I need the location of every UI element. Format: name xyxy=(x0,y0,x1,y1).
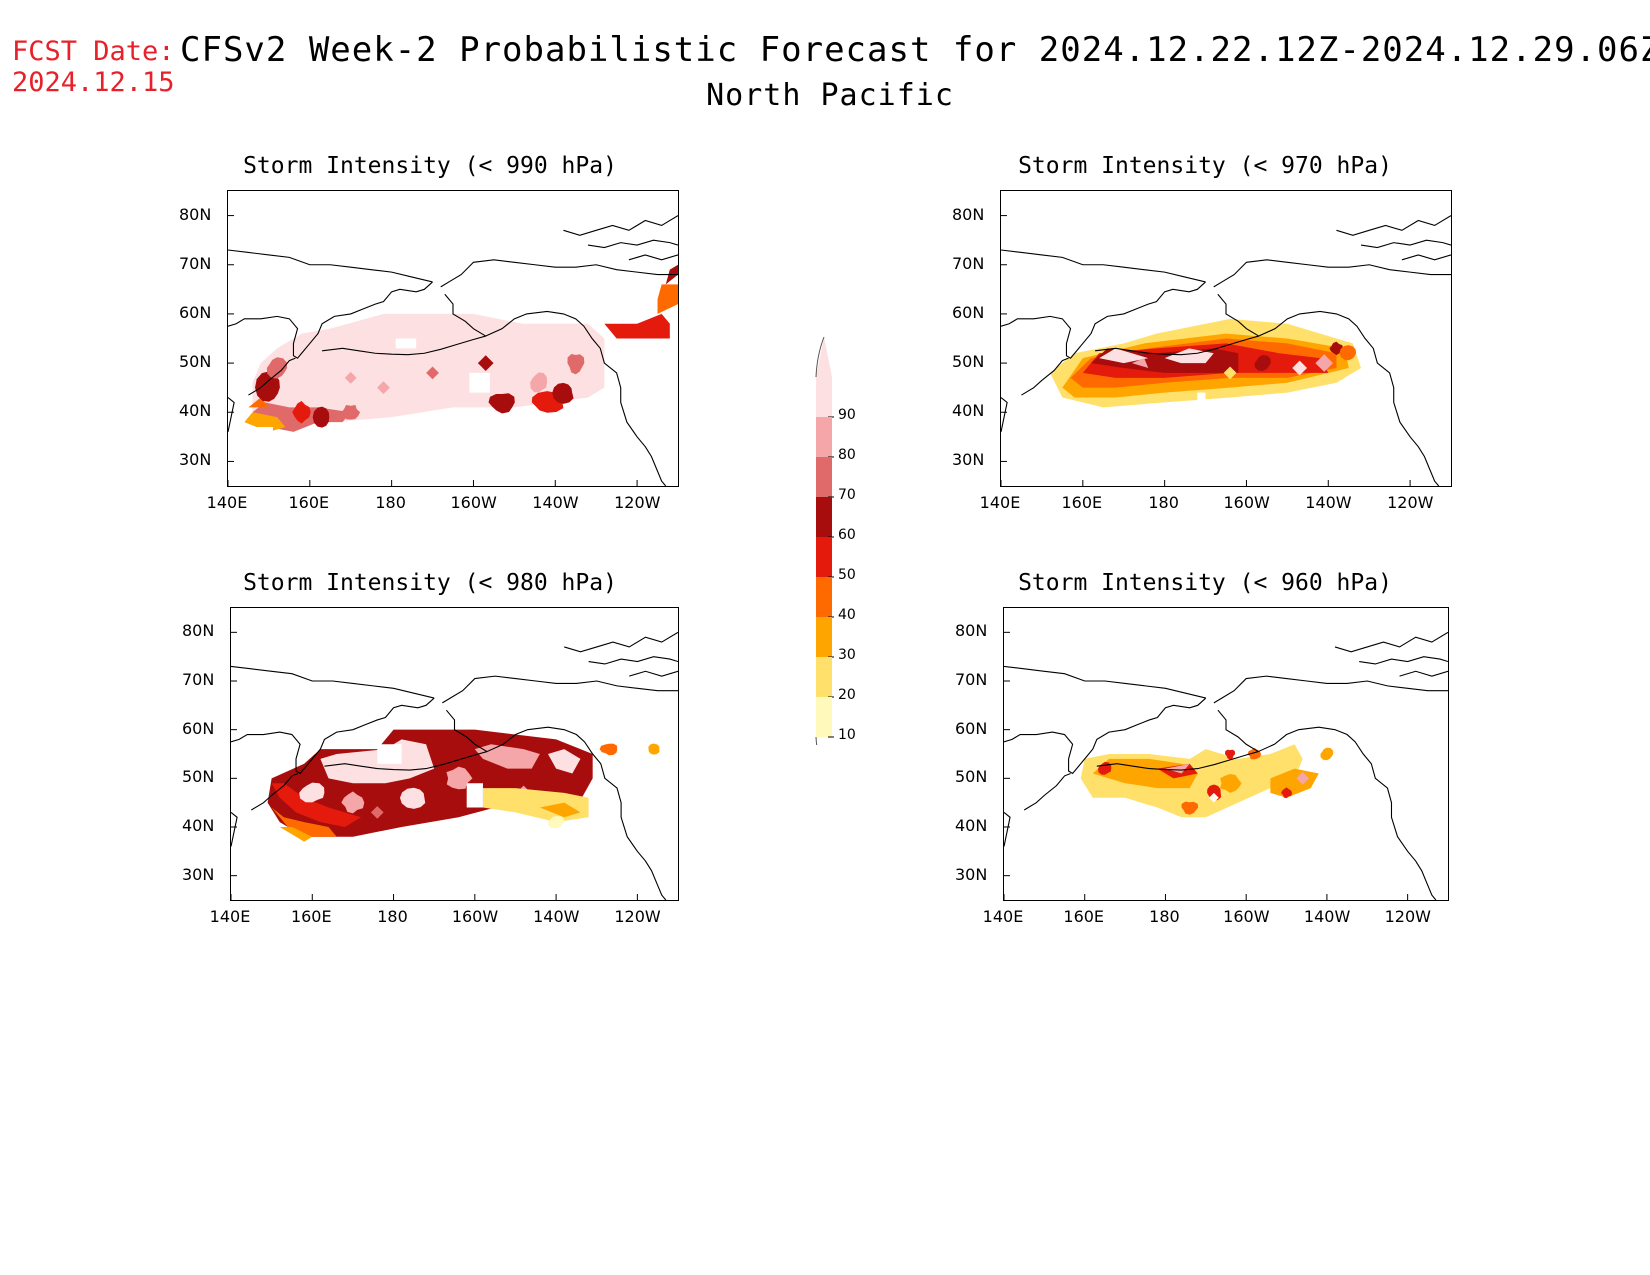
lon-tick-label: 120W xyxy=(614,493,661,512)
map-canvas-p970 xyxy=(1001,215,1451,486)
lon-tick-label: 140E xyxy=(982,907,1024,926)
lon-tick-label: 160W xyxy=(1223,493,1270,512)
lat-tick-label: 30N xyxy=(955,864,988,884)
page-title: CFSv2 Week-2 Probabilistic Forecast for … xyxy=(180,30,1650,70)
legend-swatch xyxy=(816,377,832,417)
legend-swatch xyxy=(816,657,832,697)
legend-label: 60 xyxy=(838,527,856,543)
legend-label: 80 xyxy=(838,447,856,463)
legend-swatch xyxy=(816,537,832,577)
lon-tick-label: 160E xyxy=(290,907,332,926)
legend-label: 10 xyxy=(838,727,856,743)
forecast-date-block: FCST Date: 2024.12.15 xyxy=(12,36,175,98)
lon-tick-label: 180 xyxy=(1148,493,1179,512)
forecast-date-label: FCST Date: xyxy=(12,36,175,67)
legend-swatch xyxy=(816,497,832,537)
lat-tick-label: 50N xyxy=(182,767,215,787)
region-subtitle: North Pacific xyxy=(706,78,954,113)
lon-tick-label: 140E xyxy=(206,493,248,512)
legend-label: 70 xyxy=(838,487,856,503)
lat-tick-label: 40N xyxy=(179,401,212,421)
panel-title-960: Storm Intensity (< 960 hPa) xyxy=(1018,570,1392,596)
lon-tick-label: 120W xyxy=(614,907,661,926)
lon-tick-label: 140W xyxy=(533,907,580,926)
lon-tick-label: 160W xyxy=(1223,907,1270,926)
lon-tick-label: 160E xyxy=(1061,493,1103,512)
lat-tick-label: 50N xyxy=(179,352,212,372)
lon-tick-label: 140W xyxy=(1303,907,1351,926)
legend-colorbar xyxy=(815,336,834,745)
lat-tick-label: 30N xyxy=(179,450,212,470)
lat-tick-label: 60N xyxy=(182,718,215,738)
map-960 xyxy=(1003,607,1449,901)
panel-title-990: Storm Intensity (< 990 hPa) xyxy=(243,153,617,179)
lat-tick-label: 60N xyxy=(179,302,212,322)
lon-tick-label: 140W xyxy=(1305,493,1352,512)
lat-tick-label: 70N xyxy=(179,253,212,273)
legend-label: 90 xyxy=(838,407,856,423)
lat-tick-label: 70N xyxy=(952,253,985,273)
lon-tick-label: 160E xyxy=(288,493,330,512)
panel-title-970: Storm Intensity (< 970 hPa) xyxy=(1018,153,1392,179)
lon-tick-label: 180 xyxy=(375,493,406,512)
legend-top-arrow xyxy=(816,337,832,377)
lon-tick-label: 120W xyxy=(1387,493,1434,512)
lat-tick-label: 50N xyxy=(955,767,988,787)
map-990 xyxy=(227,190,679,487)
panel-title-980: Storm Intensity (< 980 hPa) xyxy=(243,570,617,596)
legend-label: 50 xyxy=(838,567,856,583)
map-canvas-p990 xyxy=(228,215,678,486)
legend-swatch xyxy=(816,577,832,617)
lat-tick-label: 70N xyxy=(955,670,988,689)
lon-tick-label: 180 xyxy=(1149,907,1180,926)
legend-label: 40 xyxy=(838,607,856,623)
lon-tick-label: 140W xyxy=(532,493,579,512)
lat-tick-label: 60N xyxy=(955,718,988,738)
legend-swatch xyxy=(816,457,832,497)
lon-tick-label: 160E xyxy=(1063,907,1105,926)
lat-tick-label: 80N xyxy=(179,204,212,224)
lon-tick-label: 120W xyxy=(1384,907,1431,926)
lat-tick-label: 80N xyxy=(955,621,988,641)
lon-tick-label: 160W xyxy=(450,493,497,512)
lat-tick-label: 80N xyxy=(182,621,215,641)
lat-tick-label: 60N xyxy=(952,302,985,322)
map-canvas-p960 xyxy=(1004,631,1448,900)
lat-tick-label: 40N xyxy=(952,401,985,421)
legend-swatch xyxy=(816,617,832,657)
lon-tick-label: 160W xyxy=(451,907,499,926)
map-canvas-p980 xyxy=(231,631,678,900)
lat-tick-label: 30N xyxy=(952,450,985,470)
lat-tick-label: 80N xyxy=(952,204,985,224)
legend-swatch xyxy=(816,697,832,737)
forecast-date-value: 2024.12.15 xyxy=(12,67,175,98)
legend-label: 30 xyxy=(838,647,856,663)
lon-tick-label: 140E xyxy=(209,907,251,926)
lat-tick-label: 40N xyxy=(182,816,215,835)
legend-swatch xyxy=(816,417,832,457)
map-980 xyxy=(230,607,679,901)
lat-tick-label: 40N xyxy=(955,816,988,835)
lat-tick-label: 50N xyxy=(952,352,985,372)
lat-tick-label: 70N xyxy=(182,670,215,689)
map-970 xyxy=(1000,190,1452,487)
lat-tick-label: 30N xyxy=(182,864,215,884)
lon-tick-label: 140E xyxy=(979,493,1021,512)
legend-label: 20 xyxy=(838,687,856,703)
lon-tick-label: 180 xyxy=(377,907,408,926)
